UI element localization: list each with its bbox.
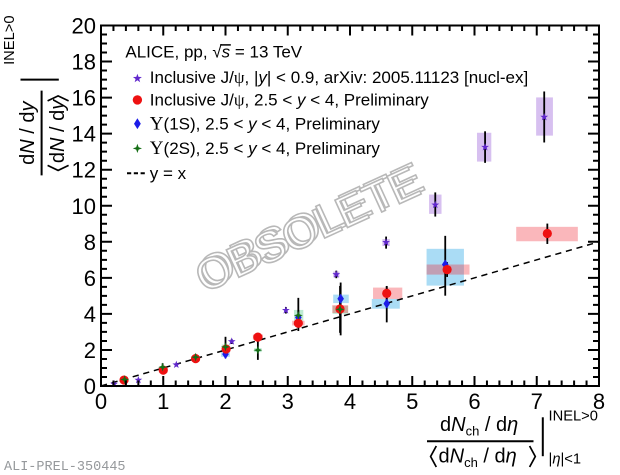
svg-text:8: 8 (84, 230, 96, 255)
svg-text:4: 4 (84, 302, 96, 327)
svg-text:1: 1 (157, 389, 169, 414)
svg-text:ALICE, pp, √s = 13 TeV: ALICE, pp, √s = 13 TeV (125, 43, 302, 62)
svg-text:4: 4 (344, 389, 356, 414)
svg-text:10: 10 (72, 194, 96, 219)
svg-text:0: 0 (84, 374, 96, 399)
svg-text:20: 20 (72, 14, 96, 39)
svg-text:y = x: y = x (150, 164, 187, 183)
svg-text:dNch / dη: dNch / dη (440, 414, 518, 439)
svg-text:0: 0 (95, 389, 107, 414)
svg-text:INEL>0: INEL>0 (549, 409, 598, 425)
svg-text:Υ(1S), 2.5 < y < 4, Preliminar: Υ(1S), 2.5 < y < 4, Preliminary (150, 113, 381, 134)
svg-text:18: 18 (72, 50, 96, 75)
svg-text:7: 7 (531, 389, 543, 414)
svg-text:5: 5 (406, 389, 418, 414)
svg-text:3: 3 (282, 389, 294, 414)
svg-text:Υ(2S), 2.5 < y < 4, Preliminar: Υ(2S), 2.5 < y < 4, Preliminary (150, 138, 381, 159)
svg-text:|η|<1: |η|<1 (549, 452, 582, 468)
svg-text:dNch / dη: dNch / dη (439, 446, 517, 471)
svg-text:Inclusive J/ψ, |y| < 0.9, arXi: Inclusive J/ψ, |y| < 0.9, arXiv: 2005.11… (150, 68, 528, 87)
svg-text:dN / dy: dN / dy (47, 99, 69, 163)
svg-text:Inclusive J/ψ, 2.5 < y < 4, Pr: Inclusive J/ψ, 2.5 < y < 4, Preliminary (150, 91, 429, 110)
svg-text:6: 6 (84, 266, 96, 291)
svg-text:INEL>0: INEL>0 (2, 15, 18, 64)
svg-text:16: 16 (72, 86, 96, 111)
svg-text:14: 14 (72, 122, 96, 147)
svg-text:2: 2 (84, 338, 96, 363)
svg-text:6: 6 (468, 389, 480, 414)
svg-text:dN / dy: dN / dy (17, 101, 39, 165)
svg-text:ALI-PREL-350445: ALI-PREL-350445 (4, 460, 126, 475)
svg-text:12: 12 (72, 158, 96, 183)
svg-text:8: 8 (593, 389, 605, 414)
svg-text:2: 2 (219, 389, 231, 414)
